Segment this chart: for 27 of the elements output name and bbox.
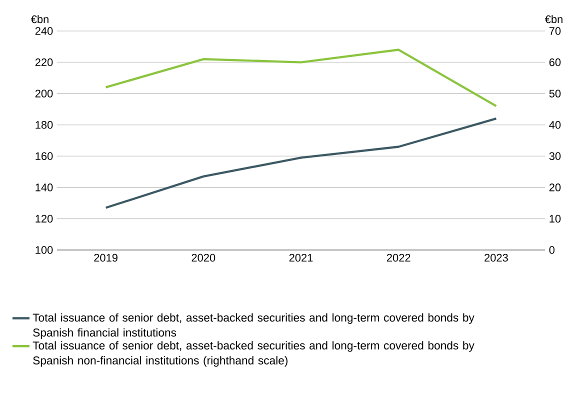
x-tick-label: 2022	[386, 254, 410, 262]
y2-tick-label: 20	[549, 184, 561, 192]
legend-label: Total issuance of senior debt, asset-backed securities and long-term covered bonds by Spanish financial institutions	[32, 313, 474, 339]
y2-axis-title: €bn	[544, 15, 562, 24]
y-tick-label: 180	[36, 120, 53, 129]
x-tick-label: 2023	[484, 254, 508, 262]
y2-tick-label: 50	[549, 90, 561, 98]
y-tick-label: 240	[35, 27, 53, 35]
y-tick-label: 120	[36, 214, 53, 223]
line-series	[104, 118, 498, 209]
y2-tick-label: 10	[550, 214, 561, 223]
y2-tick-label: 40	[549, 120, 561, 129]
y-tick-label: 160	[36, 152, 53, 160]
y2-tick-label: 60	[549, 58, 561, 66]
y2-tick-label: 70	[549, 27, 561, 35]
line-series	[104, 48, 498, 108]
y-axis-title: €bn	[30, 15, 48, 24]
x-tick-label: 2021	[289, 254, 313, 262]
y-tick-label: 100	[36, 246, 53, 254]
y-tick-label: 220	[35, 58, 53, 66]
x-tick-label: 2020	[192, 254, 216, 262]
y2-tick-label: 30	[549, 152, 561, 160]
legend-label: Total issuance of senior debt, asset-backed securities and long-term covered bonds by Spanish non-financial institutions (righthand scale)	[32, 341, 474, 367]
x-tick-label: 2019	[94, 254, 118, 262]
y-tick-label: 140	[36, 184, 53, 192]
y-tick-label: 200	[35, 90, 53, 98]
y2-tick-label: 0	[549, 246, 555, 254]
